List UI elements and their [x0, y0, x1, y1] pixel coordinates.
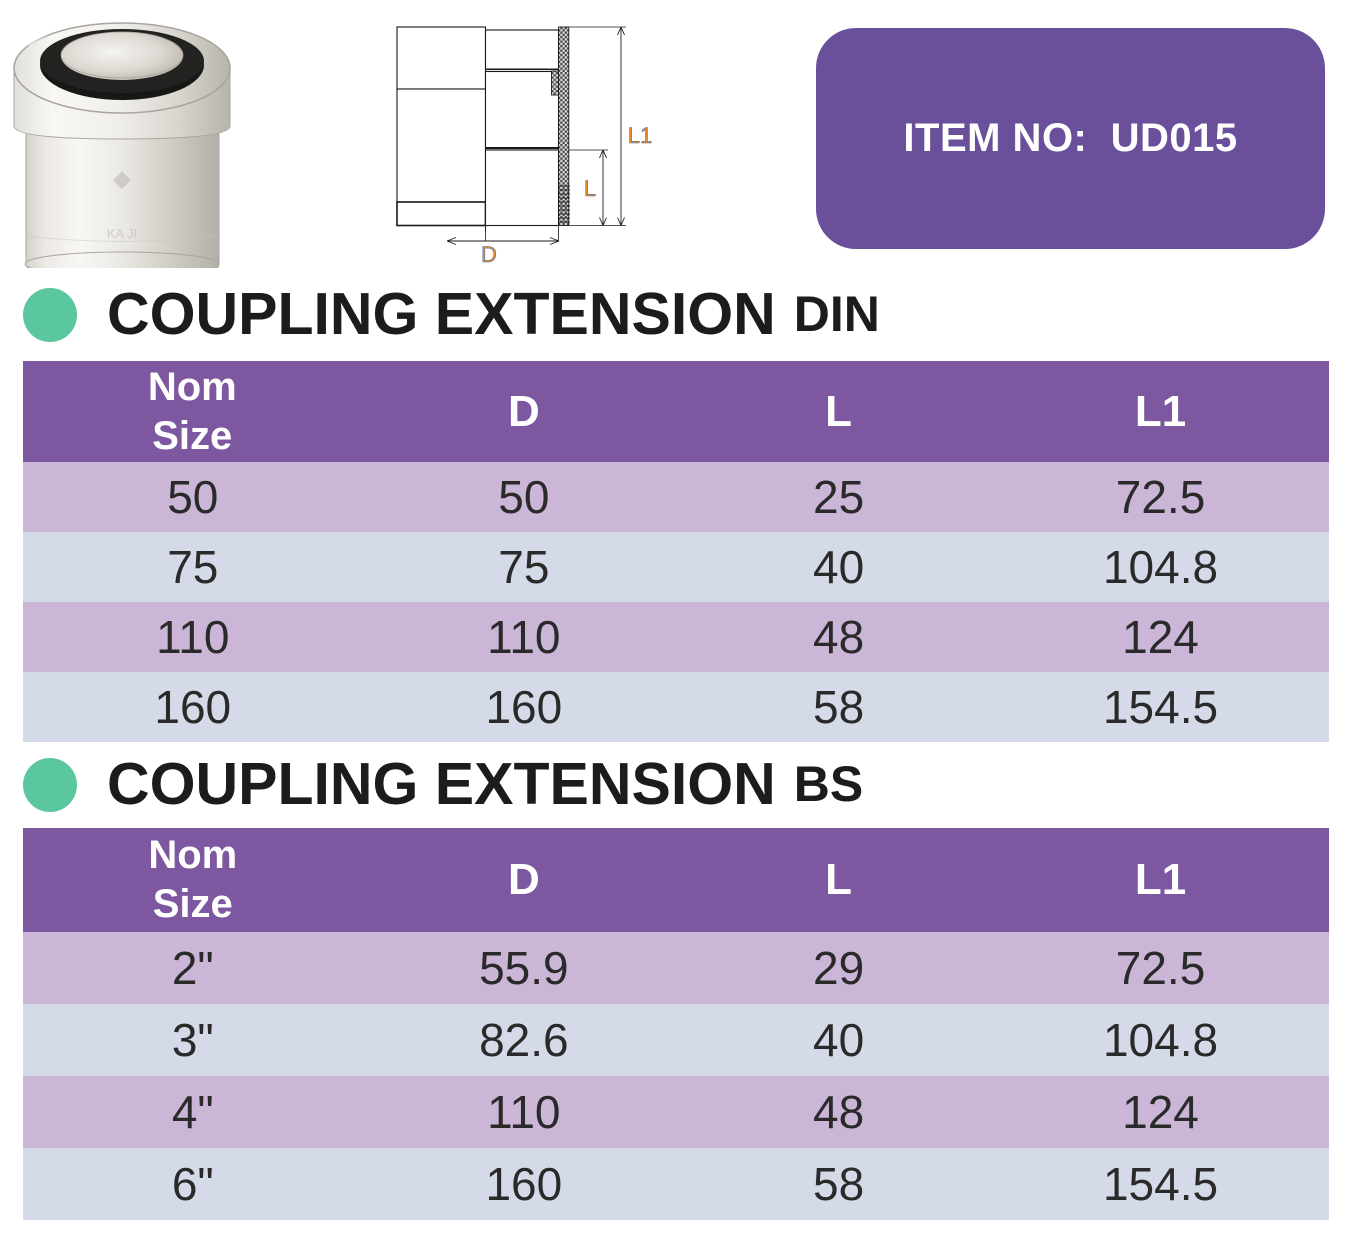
svg-text:L: L: [584, 176, 596, 201]
svg-text:D: D: [481, 242, 497, 267]
svg-text:L1: L1: [628, 123, 652, 148]
